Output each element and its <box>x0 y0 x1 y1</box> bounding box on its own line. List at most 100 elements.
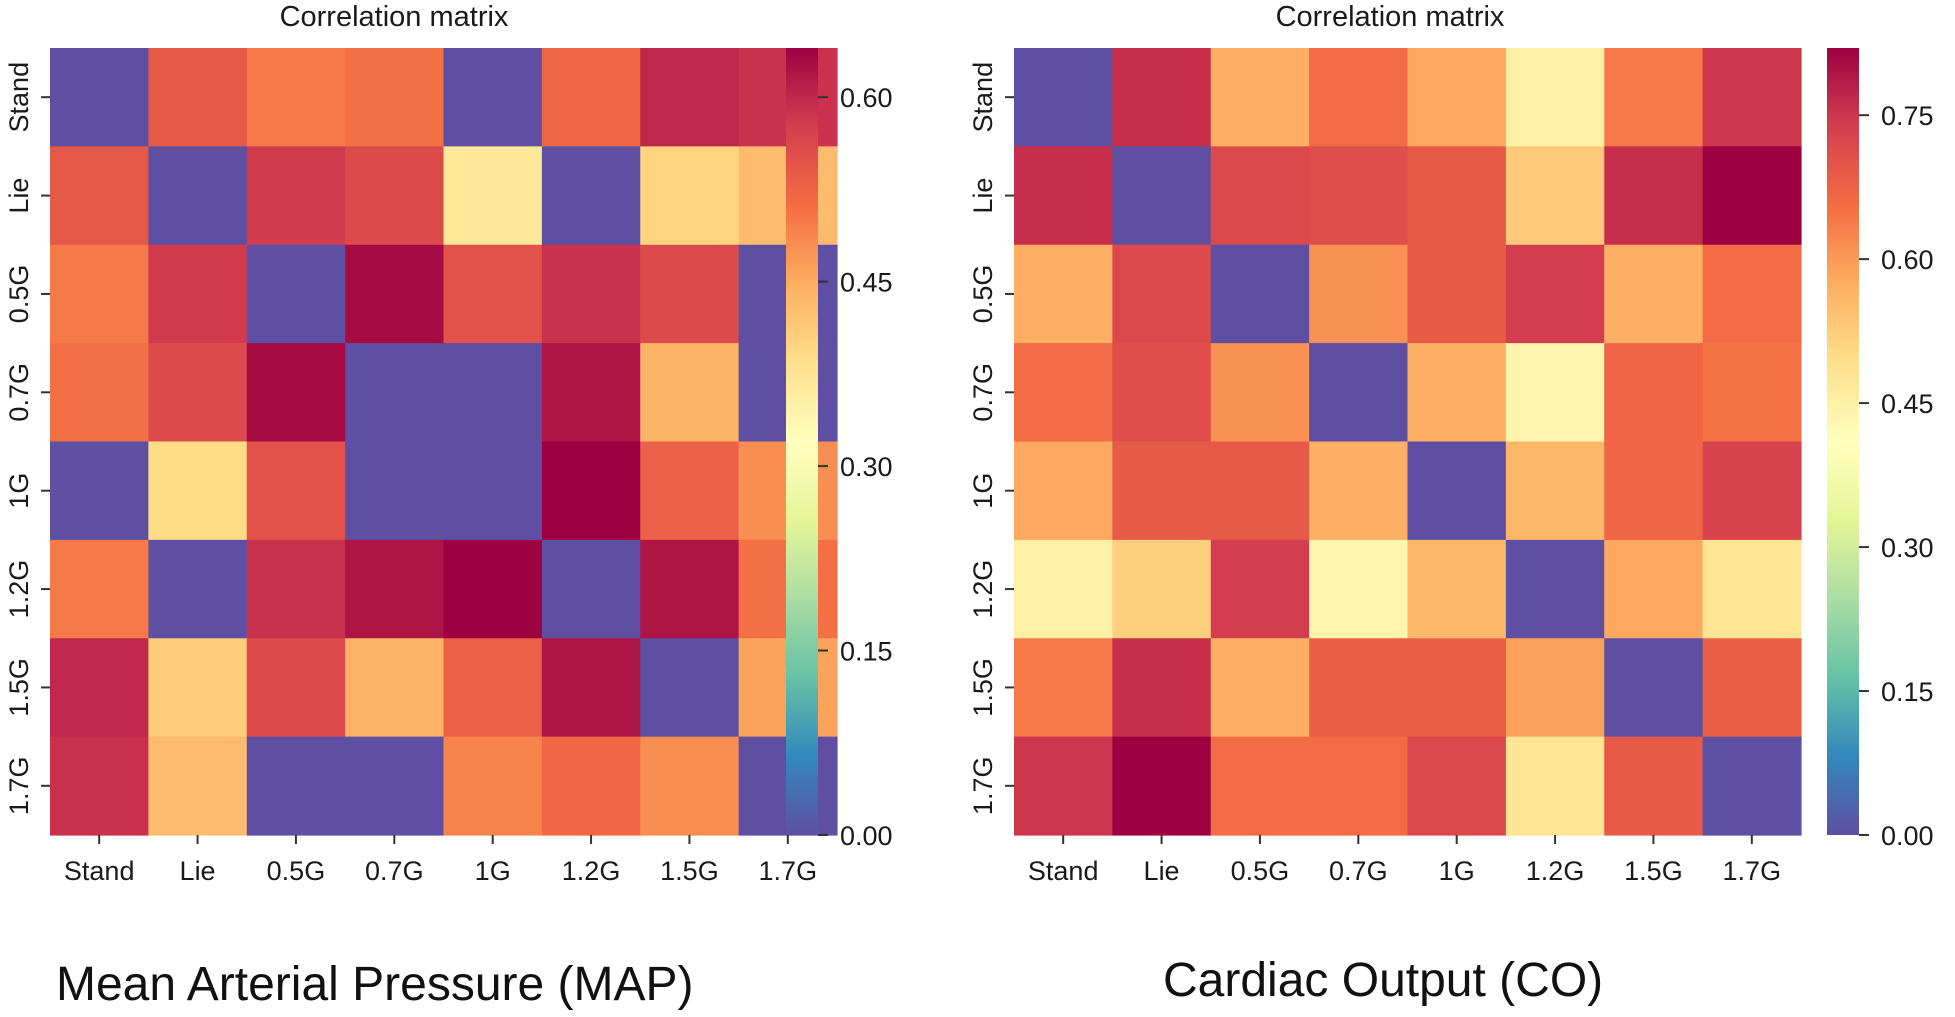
map-x-tick-label-0-7g: 0.7G <box>365 856 424 886</box>
map-cell-0-7g-1g <box>443 343 543 443</box>
co-cell-0-7g-stand <box>1014 343 1113 443</box>
co-cell-1-2g-1-2g <box>1505 539 1605 639</box>
map-cell-1-5g-lie <box>148 638 248 738</box>
co-colorbar-tick-label-0-30: 0.30 <box>1881 533 1934 563</box>
map-heatmap-cells <box>50 48 838 836</box>
map-cell-1-2g-1-5g <box>640 539 740 639</box>
map-cell-0-5g-lie <box>148 244 248 344</box>
co-cell-stand-lie <box>1112 48 1212 147</box>
map-y-tick-label-0-5g: 0.5G <box>4 265 34 324</box>
co-cell-stand-0-7g <box>1309 48 1409 147</box>
co-cell-1g-0-5g <box>1210 441 1310 541</box>
map-cell-stand-0-5g <box>246 48 346 147</box>
co-cell-1-5g-1-5g <box>1604 638 1704 738</box>
map-colorbar-tick-label-0-45: 0.45 <box>840 268 893 298</box>
map-cell-1g-lie <box>148 441 248 541</box>
map-x-tick-label-1-2g: 1.2G <box>562 856 621 886</box>
co-cell-1-2g-1-7g <box>1702 539 1802 639</box>
co-cell-1-2g-0-7g <box>1309 539 1409 639</box>
map-cell-1g-1-2g <box>541 441 641 541</box>
co-cell-0-7g-0-7g <box>1309 343 1409 443</box>
map-colorbar-tick-label-0-60: 0.60 <box>840 83 893 113</box>
map-chart-title: Correlation matrix <box>280 1 509 33</box>
co-cell-1-2g-0-5g <box>1210 539 1310 639</box>
co-cell-1-5g-0-7g <box>1309 638 1409 738</box>
map-cell-1-5g-stand <box>50 638 149 738</box>
co-cell-1-5g-1-7g <box>1702 638 1802 738</box>
co-cell-1g-0-7g <box>1309 441 1409 541</box>
map-cell-1-7g-lie <box>148 736 248 836</box>
map-cell-lie-0-5g <box>246 146 346 246</box>
map-x-tick-label-1-7g: 1.7G <box>759 856 818 886</box>
co-y-tick-label-1-5g: 1.5G <box>968 658 998 717</box>
co-colorbar-tick-label-0-45: 0.45 <box>1881 389 1934 419</box>
map-cell-1-7g-0-7g <box>345 736 445 836</box>
co-chart-title: Correlation matrix <box>1276 1 1505 33</box>
map-colorbar-tick-label-0-00: 0.00 <box>840 821 893 851</box>
co-x-axis: Stand Lie 0.5G 0.7G 1G 1.2G 1.5G 1.7G <box>1028 835 1781 886</box>
map-cell-1-7g-1-2g <box>541 736 641 836</box>
map-cell-1-2g-0-7g <box>345 539 445 639</box>
co-cell-1-7g-1g <box>1407 736 1507 836</box>
co-cell-0-5g-1g <box>1407 244 1507 344</box>
map-cell-lie-1g <box>443 146 543 246</box>
co-cell-1-5g-0-5g <box>1210 638 1310 738</box>
map-cell-1-5g-0-5g <box>246 638 346 738</box>
co-cell-0-5g-1-5g <box>1604 244 1704 344</box>
map-y-tick-label-lie: Lie <box>4 178 34 214</box>
map-cell-1g-0-7g <box>345 441 445 541</box>
co-cell-1-2g-lie <box>1112 539 1212 639</box>
co-x-tick-label-0-5g: 0.5G <box>1231 856 1290 886</box>
co-cell-1g-lie <box>1112 441 1212 541</box>
co-cell-0-7g-1-2g <box>1505 343 1605 443</box>
co-cell-lie-stand <box>1014 146 1113 246</box>
map-cell-stand-1g <box>443 48 543 147</box>
co-cell-1-7g-1-7g <box>1702 736 1802 836</box>
co-cell-1-7g-1-2g <box>1505 736 1605 836</box>
co-cell-stand-1-5g <box>1604 48 1704 147</box>
map-colorbar-tick-label-0-15: 0.15 <box>840 637 893 667</box>
map-cell-0-5g-0-5g <box>246 244 346 344</box>
map-y-tick-label-stand: Stand <box>4 62 34 133</box>
co-cell-stand-1-2g <box>1505 48 1605 147</box>
map-y-tick-label-0-7g: 0.7G <box>4 363 34 422</box>
map-cell-lie-lie <box>148 146 248 246</box>
map-caption: Mean Arterial Pressure (MAP) <box>56 958 694 1011</box>
map-cell-0-5g-1-2g <box>541 244 641 344</box>
co-cell-1-7g-stand <box>1014 736 1113 836</box>
co-cell-0-5g-stand <box>1014 244 1113 344</box>
map-cell-1-7g-stand <box>50 736 149 836</box>
co-cell-1g-1-5g <box>1604 441 1704 541</box>
map-y-tick-label-1-7g: 1.7G <box>4 757 34 816</box>
co-y-tick-label-lie: Lie <box>968 178 998 214</box>
map-cell-1-5g-1-2g <box>541 638 641 738</box>
map-cell-1-2g-0-5g <box>246 539 346 639</box>
co-cell-lie-1-5g <box>1604 146 1704 246</box>
map-cell-1-2g-stand <box>50 539 149 639</box>
co-cell-stand-1g <box>1407 48 1507 147</box>
co-colorbar-ticks: 0.00 0.15 0.30 0.45 0.60 0.75 <box>1859 101 1934 851</box>
co-cell-0-5g-0-7g <box>1309 244 1409 344</box>
co-cell-1-2g-stand <box>1014 539 1113 639</box>
map-y-axis: Stand Lie 0.5G 0.7G 1G 1.2G 1.5G 1.7G <box>4 62 50 815</box>
map-cell-0-5g-stand <box>50 244 149 344</box>
map-colorbar-tick-label-0-30: 0.30 <box>840 452 893 482</box>
map-cell-stand-lie <box>148 48 248 147</box>
co-cell-1-5g-1-2g <box>1505 638 1605 738</box>
map-cell-lie-0-7g <box>345 146 445 246</box>
map-colorbar-gradient <box>786 48 818 835</box>
co-cell-stand-0-5g <box>1210 48 1310 147</box>
map-cell-0-7g-lie <box>148 343 248 443</box>
co-y-tick-label-1g: 1G <box>968 473 998 509</box>
map-cell-1g-0-5g <box>246 441 346 541</box>
map-cell-1-7g-0-5g <box>246 736 346 836</box>
map-x-tick-label-0-5g: 0.5G <box>267 856 326 886</box>
map-y-tick-label-1g: 1G <box>4 473 34 509</box>
co-cell-1-7g-0-7g <box>1309 736 1409 836</box>
map-cell-0-7g-0-5g <box>246 343 346 443</box>
co-cell-stand-1-7g <box>1702 48 1802 147</box>
co-cell-1g-1g <box>1407 441 1507 541</box>
co-cell-1-2g-1-5g <box>1604 539 1704 639</box>
co-colorbar-tick-label-0-15: 0.15 <box>1881 677 1934 707</box>
